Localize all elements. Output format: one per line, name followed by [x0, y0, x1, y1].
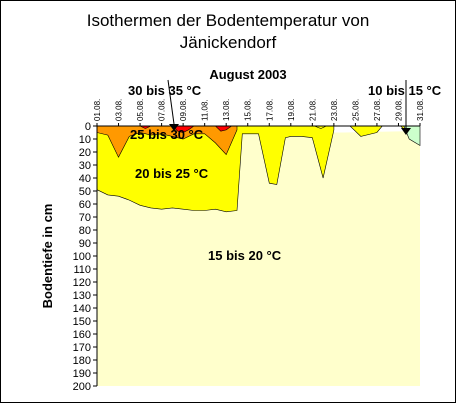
y-tick-label: 40 — [79, 173, 91, 185]
y-tick-label: 90 — [79, 238, 91, 250]
x-tick-label: 11.08. — [201, 99, 210, 121]
zone-20-25-area — [96, 125, 335, 213]
x-tick-label: 03.08. — [115, 99, 124, 121]
y-tick-label: 170 — [73, 342, 91, 354]
y-tick-label: 140 — [73, 303, 91, 315]
y-tick-label: 120 — [73, 277, 91, 289]
y-tick-label: 150 — [73, 316, 91, 328]
zone-label-20-25: 20 bis 25 °C — [135, 166, 209, 181]
y-tick-label: 60 — [79, 199, 91, 211]
y-tick-label: 180 — [73, 355, 91, 367]
x-tick-label: 31.08. — [416, 99, 425, 121]
y-tick-label: 20 — [79, 147, 91, 159]
chart-subtitle: August 2003 — [209, 67, 286, 82]
zone-30-35-area — [97, 125, 233, 133]
y-tick-label: 50 — [79, 186, 91, 198]
y-tick-label: 70 — [79, 212, 91, 224]
y-tick-label: 0 — [85, 121, 91, 133]
x-tick-label: 17.08. — [265, 99, 274, 121]
zone-label-25-30: 25 bis 30 °C — [130, 127, 204, 142]
axes: 0102030405060708090100110120130140150160… — [73, 99, 425, 393]
y-tick-label: 200 — [73, 381, 91, 393]
y-tick-label: 80 — [79, 225, 91, 237]
x-tick-label: 01.08. — [93, 99, 102, 121]
zone-label-15-20: 15 bis 20 °C — [208, 248, 282, 263]
zone-labels: 30 bis 35 °C 25 bis 30 °C 20 bis 25 °C 15 b… — [128, 79, 442, 263]
y-axis-title: Bodentiefe in cm — [40, 204, 55, 309]
x-tick-label: 13.08. — [222, 99, 231, 121]
pointer-30-35-line — [167, 79, 175, 125]
y-tick-label: 160 — [73, 329, 91, 341]
zone-label-30-35: 30 bis 35 °C — [128, 83, 202, 98]
x-tick-label: 21.08. — [308, 99, 317, 121]
y-tick-label: 110 — [73, 264, 91, 276]
x-tick-label: 15.08. — [244, 99, 253, 121]
x-tick-label: 29.08. — [394, 99, 403, 121]
y-tick-label: 130 — [73, 290, 91, 302]
chart-title-line1: Isothermen der Bodentemperatur von — [87, 11, 370, 30]
plot-area — [96, 125, 421, 386]
y-tick-label: 10 — [79, 134, 91, 146]
pointer-30-35-arrow — [169, 124, 179, 131]
x-tick-label: 05.08. — [136, 99, 145, 121]
x-tick-label: 07.08. — [158, 99, 167, 121]
y-tick-label: 30 — [79, 160, 91, 172]
x-tick-label: 09.08. — [179, 99, 188, 121]
pointer-10-15-arrow — [401, 128, 411, 135]
x-tick-label: 25.08. — [351, 99, 360, 121]
y-tick-label: 100 — [73, 251, 91, 263]
x-tick-label: 27.08. — [373, 99, 382, 121]
x-tick-label: 23.08. — [330, 99, 339, 121]
chart-title-line2: Jänickendorf — [180, 33, 277, 52]
y-tick-label: 190 — [73, 368, 91, 380]
zone-25-30-area — [96, 125, 238, 158]
x-tick-label: 19.08. — [287, 99, 296, 121]
zone-label-10-15: 10 bis 15 °C — [368, 83, 442, 98]
